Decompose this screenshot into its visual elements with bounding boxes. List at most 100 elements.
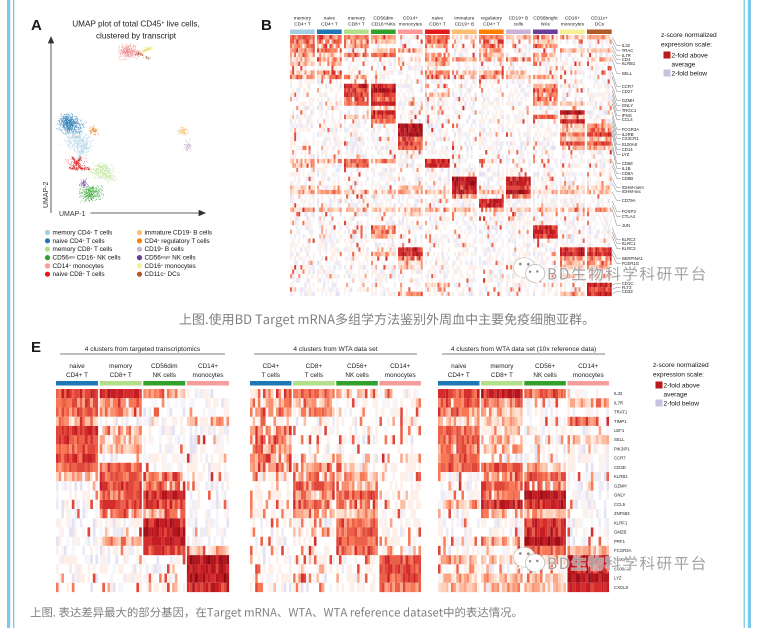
svg-text:naive: naive: [432, 16, 444, 22]
svg-text:memory: memory: [294, 16, 312, 22]
svg-text:LYZ: LYZ: [614, 576, 622, 581]
svg-text:memory CD8+​ T cells: memory CD8+​ T cells: [53, 246, 113, 253]
svg-text:FLT3: FLT3: [622, 285, 632, 290]
svg-text:naive: naive: [69, 363, 85, 370]
svg-text:CD4+​ regulatory T cells: CD4+​ regulatory T cells: [145, 238, 210, 245]
svg-text:expression scale:: expression scale:: [653, 372, 704, 379]
svg-text:TRAT1: TRAT1: [614, 410, 628, 415]
svg-text:CD27: CD27: [622, 89, 634, 94]
svg-text:monocytes: monocytes: [573, 372, 604, 379]
svg-text:KLRC1: KLRC1: [622, 241, 636, 246]
svg-text:KLRC3: KLRC3: [622, 246, 636, 251]
svg-text:clustered by transcript: clustered by transcript: [96, 32, 177, 41]
svg-text:CD8+ T: CD8+ T: [429, 22, 446, 28]
svg-text:IL7R: IL7R: [614, 400, 623, 405]
svg-text:TRGC1: TRGC1: [622, 108, 637, 113]
svg-text:IGHM-mem: IGHM-mem: [622, 185, 645, 190]
svg-text:IL2RB: IL2RB: [622, 132, 634, 137]
svg-text:S100A9: S100A9: [614, 557, 630, 562]
svg-text:CD4+ T: CD4+ T: [294, 22, 311, 28]
svg-text:CD19+ B: CD19+ B: [455, 22, 475, 28]
svg-text:CD14+​ monocytes: CD14+​ monocytes: [53, 263, 104, 270]
svg-text:monocytes: monocytes: [399, 22, 423, 28]
svg-text:IL7R: IL7R: [622, 53, 631, 58]
svg-text:memory: memory: [348, 16, 366, 22]
svg-text:CD8+ T: CD8+ T: [348, 22, 365, 28]
svg-text:CD16+NKs: CD16+NKs: [371, 22, 396, 28]
svg-text:CD8+ T: CD8+ T: [491, 372, 513, 379]
svg-text:CD19+​ B cells: CD19+​ B cells: [145, 246, 184, 253]
svg-text:GZMH: GZMH: [614, 483, 627, 488]
svg-text:LEF1: LEF1: [614, 428, 625, 433]
svg-text:average: average: [664, 392, 688, 399]
svg-text:CCR7: CCR7: [622, 84, 634, 89]
svg-text:average: average: [672, 62, 696, 69]
svg-text:CD56bright: CD56bright: [533, 16, 558, 22]
svg-text:CD14+: CD14+: [578, 363, 598, 370]
svg-text:CD8+ T: CD8+ T: [110, 372, 132, 379]
svg-text:regulatory: regulatory: [481, 16, 503, 22]
svg-text:CD4+ T: CD4+ T: [321, 22, 338, 28]
svg-text:CCR7: CCR7: [614, 456, 626, 461]
svg-text:T cells: T cells: [305, 372, 323, 379]
svg-text:CD14+: CD14+: [198, 363, 218, 370]
svg-text:IL32: IL32: [614, 391, 623, 396]
svg-text:CD56+: CD56+: [347, 363, 367, 370]
svg-text:CTLA4: CTLA4: [622, 214, 636, 219]
svg-text:IL1B: IL1B: [622, 166, 631, 171]
svg-text:4 clusters from targeted trans: 4 clusters from targeted transcriptomics: [85, 346, 201, 353]
svg-text:ZNF683: ZNF683: [614, 511, 630, 516]
svg-text:KLRB1: KLRB1: [614, 474, 628, 479]
svg-text:monocytes: monocytes: [561, 22, 585, 28]
svg-text:2-fold above: 2-fold above: [664, 383, 701, 390]
svg-text:CD4+: CD4+: [263, 363, 280, 370]
svg-text:SELL: SELL: [622, 71, 633, 76]
svg-text:T cells: T cells: [262, 372, 280, 379]
svg-text:CD4: CD4: [622, 57, 631, 62]
svg-text:GNLY: GNLY: [622, 103, 634, 108]
svg-text:CD16+​ monocytes: CD16+​ monocytes: [145, 263, 196, 270]
svg-text:KLRB1: KLRB1: [622, 61, 636, 66]
svg-text:TRAC: TRAC: [622, 48, 634, 53]
svg-text:CD8A: CD8A: [622, 171, 634, 176]
svg-text:cells: cells: [514, 22, 524, 28]
svg-text:CD68: CD68: [622, 161, 634, 166]
svg-text:2-fold above: 2-fold above: [672, 53, 709, 60]
svg-text:NK cells: NK cells: [153, 372, 176, 379]
svg-text:CD56dim: CD56dim: [151, 363, 178, 370]
svg-text:SELL: SELL: [614, 437, 625, 442]
svg-text:NK cells: NK cells: [533, 372, 556, 379]
svg-text:CXCL8: CXCL8: [614, 585, 628, 590]
svg-text:FCGR3A: FCGR3A: [614, 548, 632, 553]
svg-text:UMAP plot of total CD45+ live: UMAP plot of total CD45+ live cells,: [72, 20, 199, 29]
svg-text:GMZB: GMZB: [614, 530, 627, 535]
svg-text:PRF1: PRF1: [614, 539, 626, 544]
svg-text:DCs: DCs: [595, 22, 605, 28]
svg-text:2-fold below: 2-fold below: [664, 401, 700, 408]
svg-text:z-score normalized: z-score normalized: [653, 362, 709, 369]
svg-text:TIMP1: TIMP1: [614, 419, 627, 424]
svg-text:immature: immature: [454, 16, 474, 22]
svg-text:4 clusters from WTA data set: 4 clusters from WTA data set: [293, 346, 377, 353]
svg-text:UMAP-1: UMAP-1: [59, 211, 86, 218]
svg-text:CD11c+​ DCs: CD11c+​ DCs: [145, 271, 180, 278]
svg-text:naive: naive: [451, 363, 467, 370]
svg-text:naive CD4+​ T cells: naive CD4+​ T cells: [53, 238, 105, 245]
svg-text:GNLY: GNLY: [614, 493, 626, 498]
svg-text:CD14: CD14: [622, 147, 634, 152]
svg-text:CD4+ T: CD4+ T: [448, 372, 470, 379]
svg-text:SERPINA1: SERPINA1: [622, 256, 644, 261]
svg-text:CD56dim: CD56dim: [373, 16, 393, 22]
svg-text:CCL5: CCL5: [614, 502, 626, 507]
svg-text:CD79A: CD79A: [622, 198, 636, 203]
svg-text:S100A8: S100A8: [622, 142, 638, 147]
svg-text:UMAP-2: UMAP-2: [43, 181, 50, 208]
svg-text:monocytes: monocytes: [385, 372, 416, 379]
svg-text:CD1C: CD1C: [622, 281, 634, 286]
svg-text:E: E: [31, 339, 41, 356]
svg-text:memory: memory: [490, 363, 514, 370]
svg-text:CD11c+: CD11c+: [591, 16, 608, 22]
svg-text:4 clusters from WTA data set (: 4 clusters from WTA data set (10x refere…: [451, 346, 596, 353]
svg-text:A: A: [31, 17, 42, 34]
svg-text:FOXP3: FOXP3: [622, 209, 637, 214]
